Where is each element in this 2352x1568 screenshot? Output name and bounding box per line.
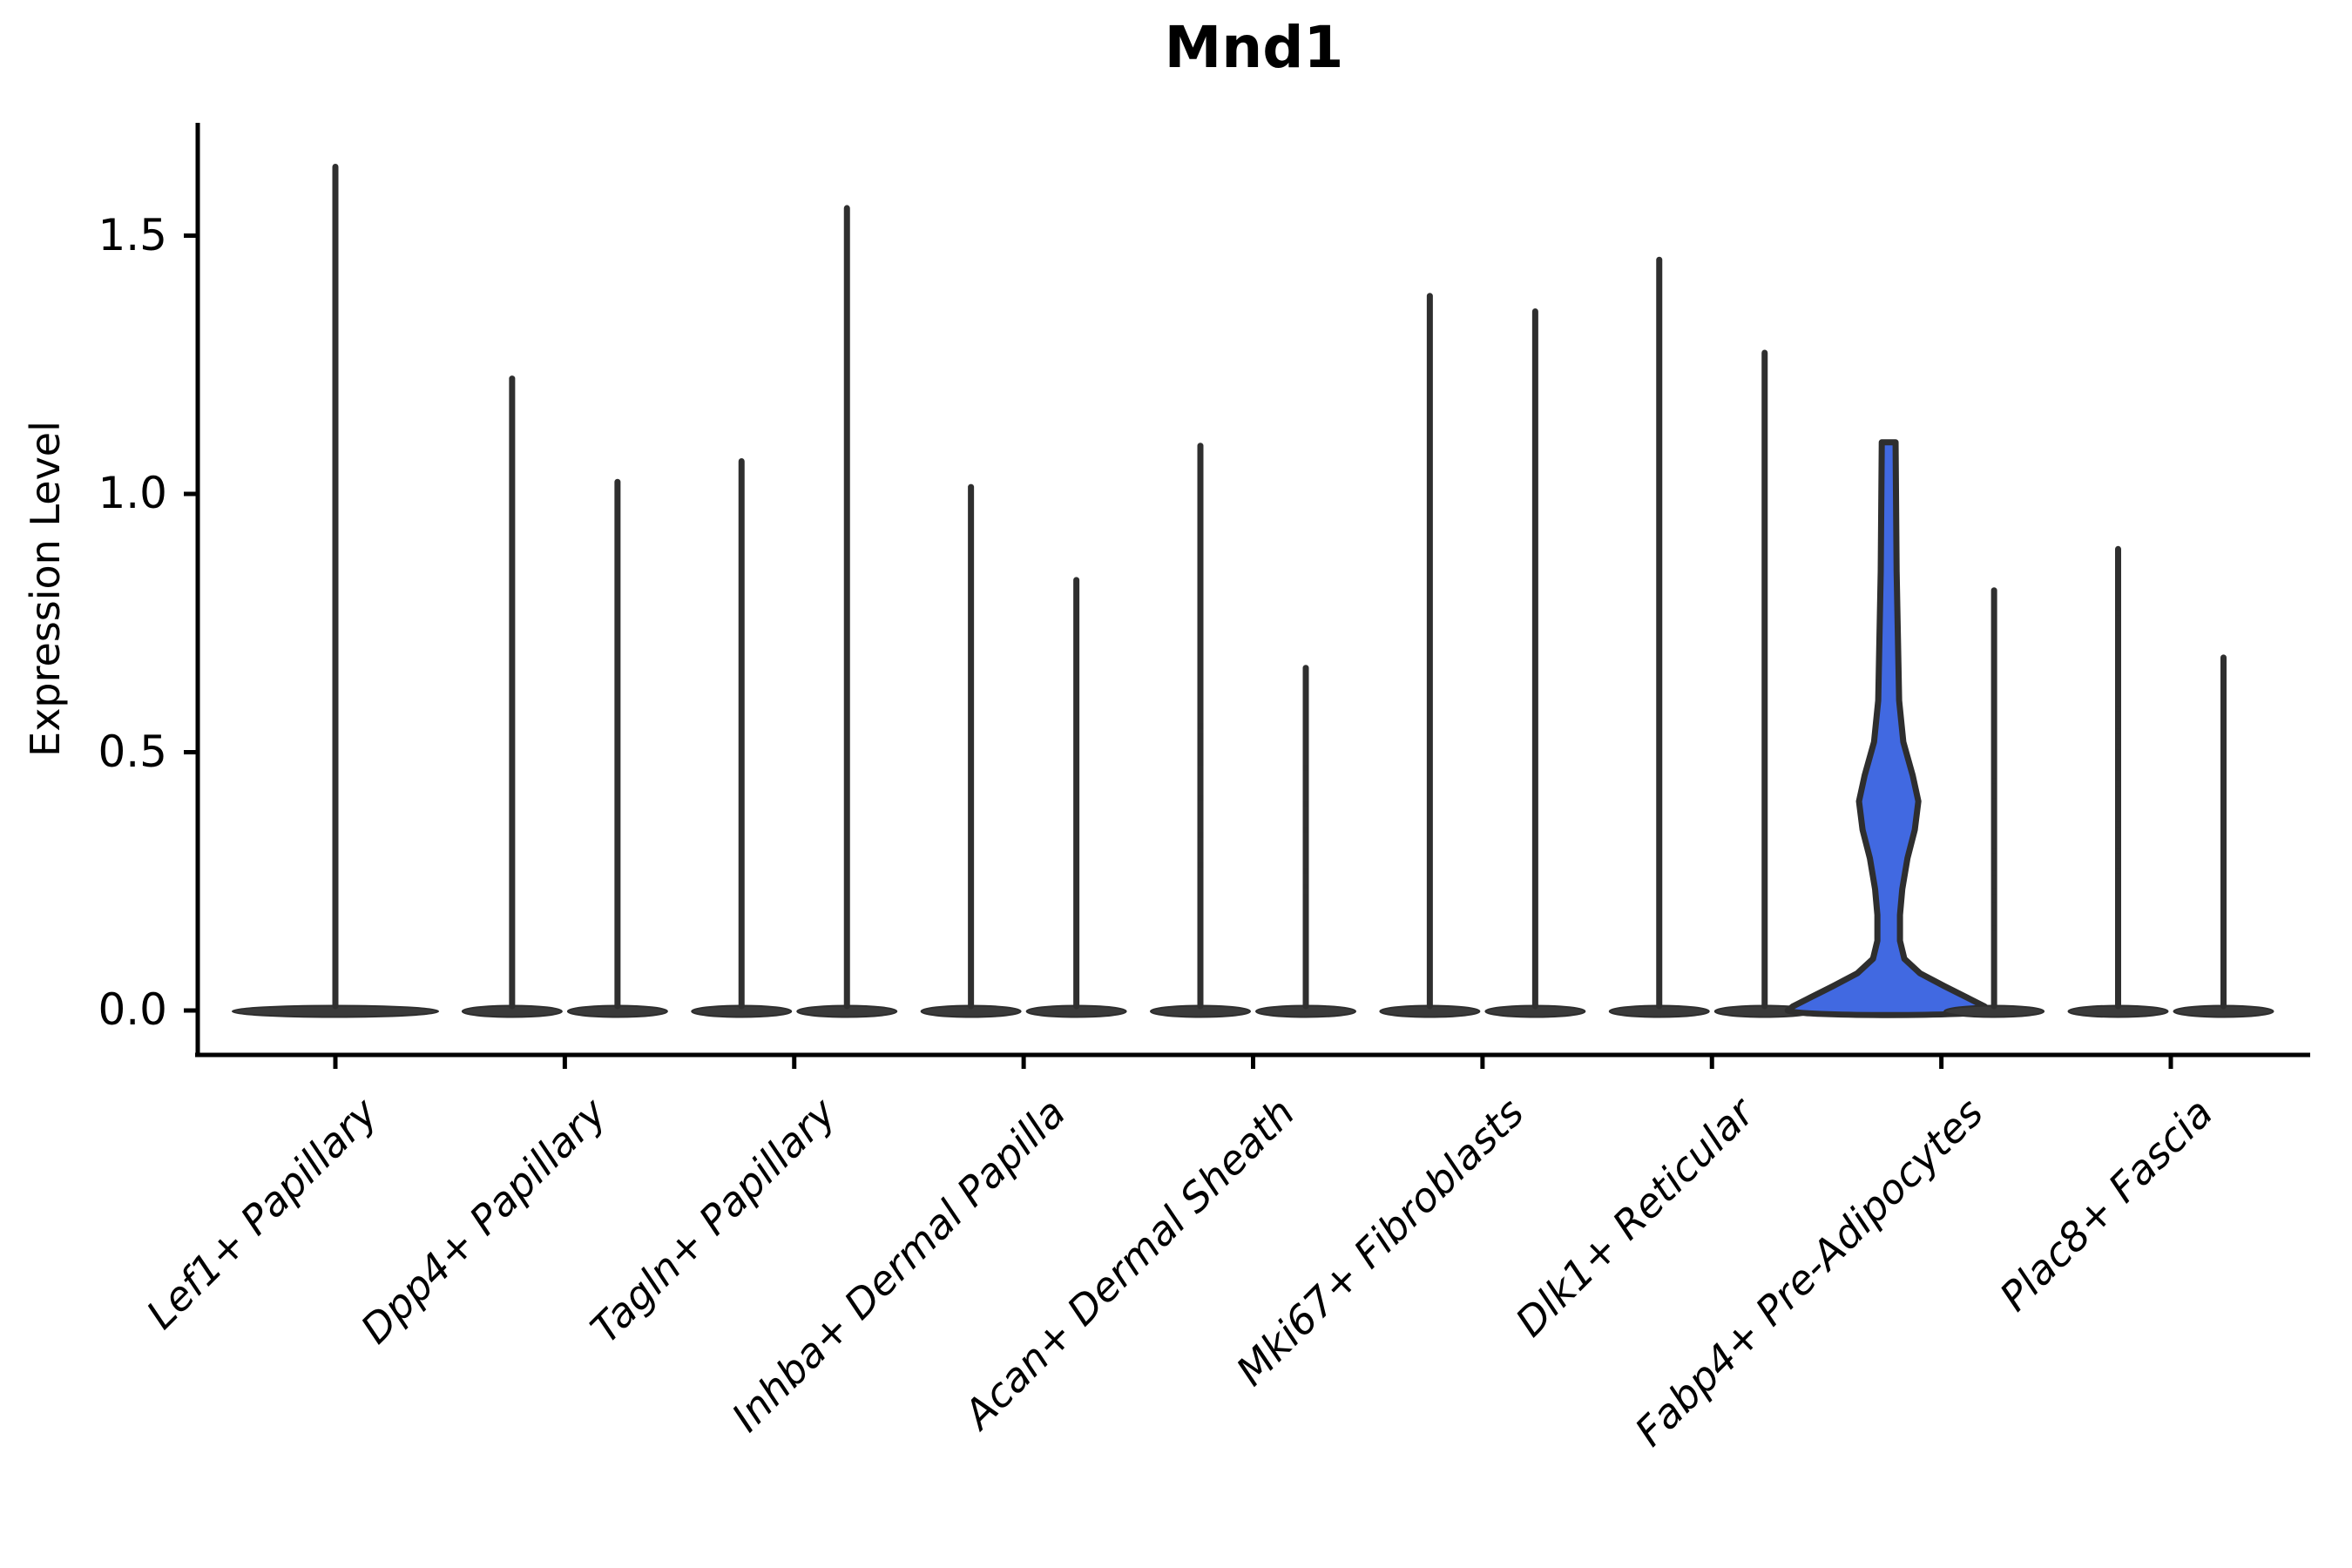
cell-point (1991, 798, 1997, 804)
cell-point (1198, 862, 1203, 868)
cell-point (1991, 848, 1997, 854)
cell-point (1198, 832, 1203, 838)
cell-point (1303, 894, 1308, 900)
y-tick-label: 1.5 (98, 209, 167, 260)
cell-point (1303, 883, 1308, 889)
cell-point (2115, 744, 2121, 750)
page-title: Mnd1 (1164, 14, 1344, 81)
cell-point (1303, 801, 1308, 807)
cell-point (2115, 868, 2121, 874)
cell-point (1198, 733, 1203, 740)
cell-point (1991, 889, 1997, 895)
cell-point (1991, 870, 1997, 876)
cell-point (2115, 765, 2121, 771)
cell-point (1991, 925, 1997, 931)
cell-point (1198, 795, 1203, 801)
cell-point (1991, 778, 1997, 784)
cell-point (2115, 781, 2121, 787)
y-tick-label: 0.0 (98, 984, 167, 1035)
cell-point (2115, 610, 2121, 616)
cell-point (2115, 848, 2121, 854)
y-tick-label: 0.5 (98, 726, 167, 777)
cell-point (1991, 902, 1997, 908)
cell-point (1303, 868, 1308, 874)
cell-point (1303, 765, 1308, 771)
cell-point (1198, 760, 1203, 766)
cell-point (1198, 723, 1203, 729)
cell-point (2115, 728, 2121, 734)
cell-point (1303, 827, 1308, 833)
highlighted-violin (1784, 439, 1993, 1018)
cell-point (2115, 821, 2121, 828)
cell-point (2115, 706, 2121, 712)
y-tick-label: 1.0 (98, 468, 167, 518)
